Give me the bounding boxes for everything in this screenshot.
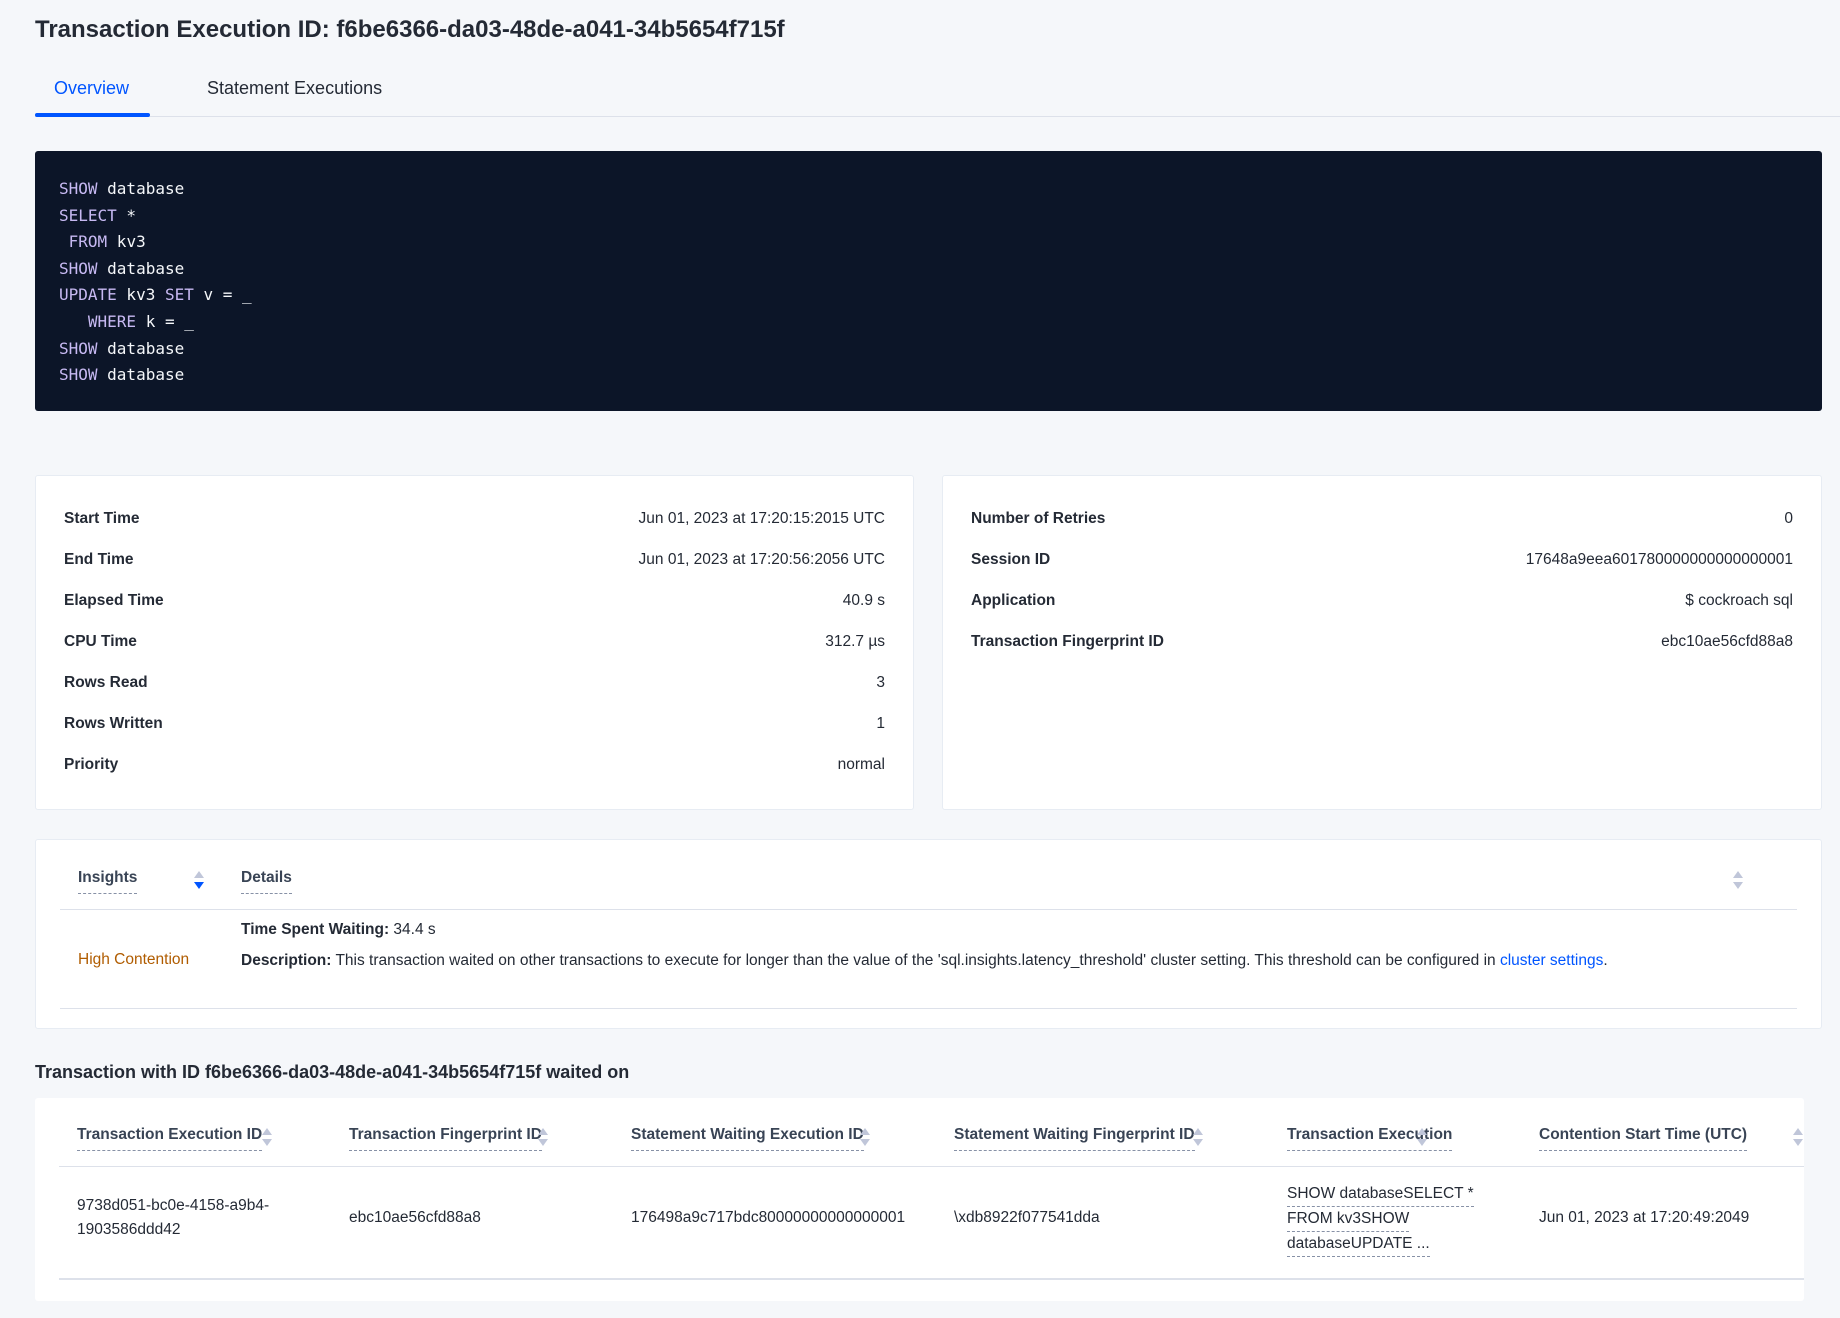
detail-value: 3 <box>876 674 885 691</box>
detail-row: Number of Retries 0 <box>971 510 1793 534</box>
detail-label: Start Time <box>64 510 140 527</box>
sql-line: FROM kv3 <box>59 232 146 252</box>
cluster-settings-link[interactable]: cluster settings <box>1499 952 1604 969</box>
sql-line: UPDATE kv3 SET v = _ <box>59 285 252 305</box>
cell-line: 1903586ddd42 <box>77 1221 181 1238</box>
column-header[interactable]: Transaction Execution ID <box>77 1126 263 1151</box>
sort-icon[interactable] <box>1193 1128 1203 1148</box>
insight-description: Description: This transaction waited on … <box>241 952 1608 969</box>
insights-card: Insights Details High Contention Time Sp… <box>35 839 1822 1029</box>
column-header[interactable]: Transaction Execution <box>1287 1126 1453 1151</box>
detail-value: 1 <box>876 715 885 732</box>
execution-details-card: Start Time Jun 01, 2023 at 17:20:15:2015 … <box>35 475 914 810</box>
sql-code-block: SHOW database SELECT * FROM kv3 SHOW datab… <box>35 151 1822 411</box>
detail-label: Rows Written <box>64 715 163 732</box>
active-tab-indicator <box>35 113 150 117</box>
tab-overview[interactable]: Overview <box>54 78 130 98</box>
detail-label: Rows Read <box>64 674 148 691</box>
detail-label: Session ID <box>971 551 1051 568</box>
sql-line: WHERE k = _ <box>59 311 194 331</box>
table-cell: ebc10ae56cfd88a8 <box>349 1206 481 1230</box>
cell-line: 176498a9c717bdc80000000000000001 <box>631 1209 906 1226</box>
detail-value: $ cockroach sql <box>1685 592 1793 609</box>
sort-icon[interactable] <box>538 1128 548 1148</box>
detail-value: Jun 01, 2023 at 17:20:56:2056 UTC <box>638 551 885 568</box>
detail-value: 312.7 µs <box>825 633 885 650</box>
detail-row: Session ID 17648a9eea60178000000000000000… <box>971 551 1793 575</box>
detail-label: Number of Retries <box>971 510 1106 527</box>
table-cell: 9738d051-bc0e-4158-a9b4- 1903586ddd42 <box>77 1194 269 1242</box>
detail-row: Application $ cockroach sql <box>971 592 1793 616</box>
detail-value: 17648a9eea601780000000000000001 <box>1525 551 1793 568</box>
cell-line: 9738d051-bc0e-4158-a9b4- <box>77 1197 270 1214</box>
sort-icon[interactable] <box>194 871 204 891</box>
sort-icon[interactable] <box>1733 871 1743 891</box>
details-header[interactable]: Details <box>241 869 292 894</box>
insights-header[interactable]: Insights <box>78 869 138 894</box>
detail-label: Elapsed Time <box>64 592 164 609</box>
column-header[interactable]: Statement Waiting Fingerprint ID <box>954 1126 1195 1151</box>
insight-type: High Contention <box>78 951 190 968</box>
sql-line: SELECT * <box>59 205 137 225</box>
column-header[interactable]: Transaction Fingerprint ID <box>349 1126 542 1151</box>
detail-row: Rows Written 1 <box>64 715 885 739</box>
detail-row: CPU Time 312.7 µs <box>64 633 885 657</box>
sql-line: SHOW database <box>59 179 185 198</box>
cell-line: \xdb8922f077541dda <box>954 1209 1100 1226</box>
detail-row: Elapsed Time 40.9 s <box>64 592 885 616</box>
sort-icon[interactable] <box>262 1128 272 1148</box>
session-details-card: Number of Retries 0 Session ID 17648a9eea60… <box>942 475 1822 810</box>
detail-value: 40.9 s <box>842 592 885 609</box>
detail-label: Transaction Fingerprint ID <box>971 633 1164 650</box>
column-header[interactable]: Contention Start Time (UTC) <box>1539 1126 1748 1151</box>
waited-on-heading: Transaction with ID f6be6366-da03-48de-a… <box>35 1062 630 1082</box>
fingerprint-link[interactable]: ebc10ae56cfd88a8 <box>1661 633 1793 650</box>
detail-row: End Time Jun 01, 2023 at 17:20:56:2056 UT… <box>64 551 885 575</box>
cell-line: Jun 01, 2023 at 17:20:49:2049 <box>1539 1209 1750 1226</box>
detail-label: End Time <box>64 551 134 568</box>
detail-value: 0 <box>1784 510 1793 527</box>
cell-line: databaseUPDATE ... <box>1287 1232 1430 1257</box>
sql-line: SHOW database <box>59 258 185 278</box>
detail-row: Transaction Fingerprint ID ebc10ae56cfd88… <box>971 633 1793 657</box>
detail-value: normal <box>837 756 885 773</box>
time-spent-waiting: Time Spent Waiting: 34.4 s <box>241 921 436 938</box>
page-title: Transaction Execution ID: f6be6366-da03-… <box>35 16 785 43</box>
detail-row: Start Time Jun 01, 2023 at 17:20:15:2015 … <box>64 510 885 534</box>
tab-statement-executions[interactable]: Statement Executions <box>207 78 383 98</box>
table-cell: \xdb8922f077541dda <box>954 1206 1100 1230</box>
tab-bar: Overview Statement Executions <box>35 70 1840 117</box>
cell-line: ebc10ae56cfd88a8 <box>349 1209 481 1226</box>
cell-line: SHOW databaseSELECT * <box>1287 1182 1474 1207</box>
table-cell[interactable]: SHOW databaseSELECT * FROM kv3SHOW databas… <box>1287 1182 1474 1257</box>
table-cell: 176498a9c717bdc80000000000000001 <box>631 1206 905 1230</box>
sort-icon[interactable] <box>1793 1128 1803 1148</box>
sort-icon[interactable] <box>1417 1128 1427 1148</box>
detail-value: Jun 01, 2023 at 17:20:15:2015 UTC <box>638 510 885 527</box>
sort-icon[interactable] <box>860 1128 870 1148</box>
waited-on-table: Transaction Execution ID Transaction Fing… <box>35 1098 1804 1301</box>
detail-row: Rows Read 3 <box>64 674 885 698</box>
sql-line: SHOW database <box>59 365 185 385</box>
cell-line: FROM kv3SHOW <box>1287 1207 1410 1232</box>
sql-line: SHOW database <box>59 338 185 358</box>
detail-row: Priority normal <box>64 756 885 780</box>
detail-label: Priority <box>64 756 119 773</box>
column-header[interactable]: Statement Waiting Execution ID <box>631 1126 864 1151</box>
detail-label: CPU Time <box>64 633 137 650</box>
table-cell: Jun 01, 2023 at 17:20:49:2049 <box>1539 1206 1749 1230</box>
detail-label: Application <box>971 592 1056 609</box>
